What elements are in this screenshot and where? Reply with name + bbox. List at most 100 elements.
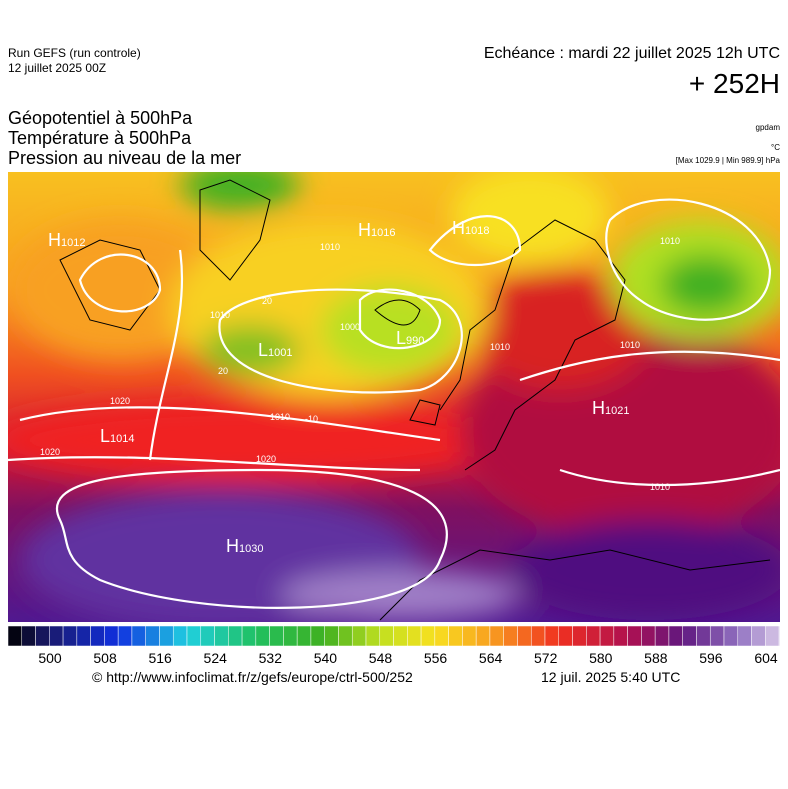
center-letter: H [452, 218, 465, 238]
colorbar-swatch [35, 625, 50, 647]
source: © http://www.infoclimat.fr/z/gefs/europe… [92, 669, 413, 685]
colorbar-swatch [599, 625, 615, 647]
colorbar-swatch [351, 625, 367, 647]
colorbar-tick: 596 [699, 650, 723, 666]
colorbar-swatch [462, 625, 477, 647]
colorbar-swatch [407, 625, 422, 647]
colorbar-swatch [627, 625, 642, 647]
colorbar-swatch [586, 625, 601, 647]
colorbar-swatch [434, 625, 449, 647]
center-value: 1012 [61, 237, 85, 249]
colorbar-swatch [778, 625, 781, 647]
colorbar-swatch [737, 625, 752, 647]
unit: gpdam [755, 123, 780, 132]
colorbar-swatch [255, 625, 270, 647]
colorbar-tick: 604 [754, 650, 778, 666]
center-value: 1030 [239, 543, 263, 555]
contour-label: 1020 [256, 454, 276, 464]
pressure-center: L990 [396, 328, 424, 348]
contour-label: -10 [305, 414, 318, 424]
colorbar-tick: 564 [479, 650, 503, 666]
colorbar-swatch [49, 625, 64, 647]
run-date: 12 juillet 2025 00Z [8, 61, 107, 75]
colorbar-swatch [379, 625, 394, 647]
center-letter: L [258, 340, 268, 360]
pressure-center: H1016 [358, 220, 395, 240]
colorbar-swatch [420, 625, 436, 647]
colorbar-swatch [668, 625, 683, 647]
colorbar-swatch [62, 625, 78, 647]
contour-label: 1000 [340, 322, 360, 332]
contour-label: 1010 [490, 342, 510, 352]
center-letter: L [396, 328, 406, 348]
colorbar-swatch [558, 625, 573, 647]
colorbar-tick: 580 [589, 650, 613, 666]
center-letter: H [592, 398, 605, 418]
colorbar-swatch [131, 625, 146, 647]
center-value: 1018 [465, 225, 489, 237]
colorbar-swatch [530, 625, 546, 647]
colorbar-swatch [517, 625, 532, 647]
colorbar-swatch [21, 625, 36, 647]
contour-label: 1010 [660, 236, 680, 246]
colorbar-swatch [723, 625, 739, 647]
colorbar-swatch [475, 625, 491, 647]
echeance: Echéance : mardi 22 juillet 2025 12h UTC [483, 45, 780, 62]
contour-label: 1010 [650, 482, 670, 492]
unit: [Max 1029.9 | Min 989.9] hPa [675, 156, 780, 165]
pressure-center: L1014 [100, 426, 135, 446]
contour-label: 1020 [40, 447, 60, 457]
colorbar-swatch [709, 625, 725, 647]
colorbar-tick: 540 [314, 650, 338, 666]
center-value: 1014 [110, 433, 134, 445]
colorbar-swatch [7, 625, 23, 647]
colorbar-tick: 508 [93, 650, 117, 666]
field: Géopotentiel à 500hPa [8, 108, 193, 128]
colorbar-swatch [269, 625, 284, 647]
run: Run GEFS (run controle) [8, 46, 141, 60]
colorbar-swatch [241, 625, 257, 647]
colorbar-swatch [117, 625, 133, 647]
time: 12 juil. 2025 5:40 UTC [541, 669, 681, 685]
pressure-center: H1018 [452, 218, 489, 238]
contour-label: 1010 [320, 242, 340, 252]
colorbar-swatch [765, 625, 780, 647]
unit: °C [771, 143, 780, 152]
colorbar-swatch [228, 625, 243, 647]
colorbar-swatch [324, 625, 339, 647]
colorbar-swatch [159, 625, 174, 647]
center-value: 990 [406, 335, 424, 347]
colorbar-swatch [338, 625, 353, 647]
center-letter: H [226, 536, 239, 556]
colorbar-swatch [448, 625, 463, 647]
field: Température à 500hPa [8, 128, 192, 148]
colorbar-swatch [613, 625, 628, 647]
colorbar-tick: 516 [148, 650, 172, 666]
pressure-center: H1012 [48, 230, 85, 250]
colorbar-swatch [489, 625, 504, 647]
colorbar-swatch [310, 625, 325, 647]
colorbar-swatch [654, 625, 670, 647]
colorbar-swatch [186, 625, 202, 647]
center-value: 1016 [371, 227, 395, 239]
colorbar-tick: 500 [38, 650, 62, 666]
pressure-center: L1001 [258, 340, 293, 360]
center-letter: L [100, 426, 110, 446]
colorbar-swatch [283, 625, 298, 647]
colorbar-swatch [172, 625, 188, 647]
contour-label: 20 [218, 366, 228, 376]
colorbar-swatch [641, 625, 656, 647]
colorbar-swatch [572, 625, 587, 647]
colorbar-tick: 556 [424, 650, 448, 666]
center-letter: H [48, 230, 61, 250]
lead: + 252H [688, 68, 780, 99]
field: Pression au niveau de la mer [8, 148, 242, 168]
colorbar-swatch [393, 625, 408, 647]
colorbar-tick: 532 [259, 650, 283, 666]
center-value: 1021 [605, 405, 629, 417]
contour-label: 20 [262, 296, 272, 306]
colorbar-swatch [696, 625, 711, 647]
colorbar-swatch [682, 625, 697, 647]
